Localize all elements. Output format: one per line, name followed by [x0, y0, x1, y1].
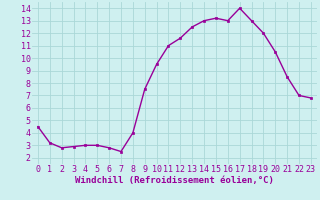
X-axis label: Windchill (Refroidissement éolien,°C): Windchill (Refroidissement éolien,°C): [75, 176, 274, 185]
